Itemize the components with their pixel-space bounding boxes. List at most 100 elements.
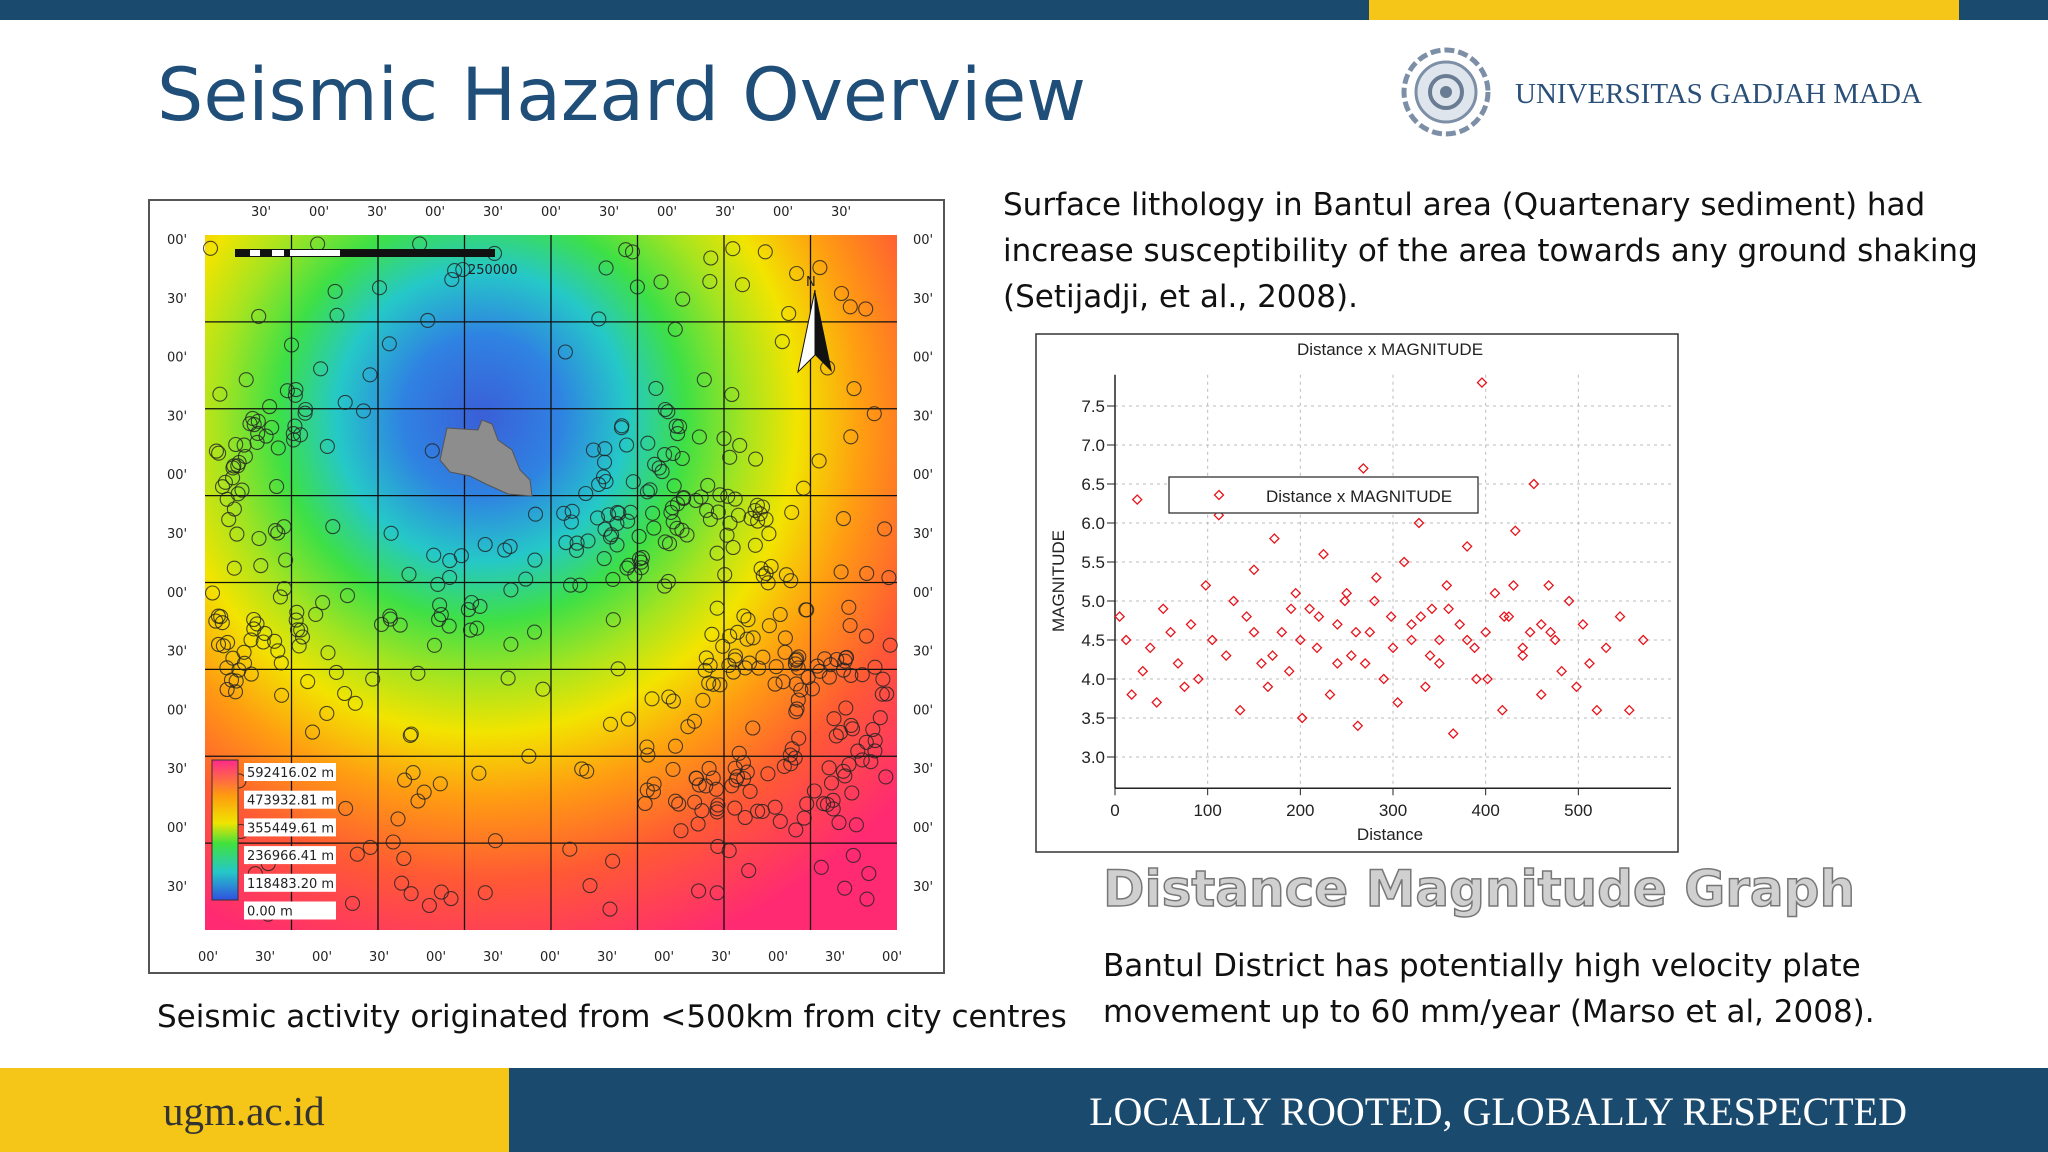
y-tick-label: 7.0 [1081, 436, 1105, 455]
epicenter [601, 507, 617, 523]
epicenter [736, 771, 752, 787]
map-right-label: 00' [913, 703, 933, 718]
epicenter [878, 769, 894, 785]
epicenter [730, 507, 747, 523]
epicenter [611, 505, 627, 521]
epicenter [698, 778, 714, 794]
epicenter [234, 482, 250, 498]
epicenter [796, 810, 812, 826]
map-bottom-label: 30' [825, 950, 845, 965]
point [1503, 611, 1515, 623]
map-legend-label: 118483.20 m [247, 877, 334, 892]
epicenter [838, 700, 854, 716]
epicenter [800, 669, 816, 685]
epicenter [651, 460, 667, 476]
epicenter [262, 399, 278, 415]
point [1131, 494, 1143, 506]
epicenter [273, 655, 289, 671]
epicenter [696, 372, 712, 388]
point [1267, 650, 1278, 662]
epicenter [742, 783, 758, 799]
epicenter [373, 616, 390, 632]
point [1563, 595, 1575, 607]
point [1114, 611, 1126, 623]
epicenter [761, 618, 777, 634]
epicenter [783, 756, 799, 772]
epicenter [702, 273, 718, 290]
map-right-label: 30' [913, 409, 933, 424]
epicenter [246, 611, 262, 628]
epicenter [304, 724, 321, 740]
epicenter [666, 478, 682, 494]
footer-left [0, 1068, 509, 1152]
point [1406, 618, 1417, 630]
logo-text: UNIVERSITAS GADJAH MADA [1515, 78, 1922, 110]
epicenter [403, 726, 419, 742]
slide-title: Seismic Hazard Overview [157, 53, 1086, 138]
point [1285, 603, 1297, 615]
epicenter [289, 604, 305, 620]
point [1352, 720, 1364, 732]
epicenter [325, 519, 341, 535]
epicenter [854, 752, 870, 768]
epicenter [882, 637, 898, 653]
point [1359, 657, 1371, 669]
epicenter [667, 321, 683, 337]
chart: Distance x MAGNITUDE 3.0 3.5 4.0 4.5 5.0 5.5 6.… [1049, 340, 1671, 844]
y-axis-label: MAGNITUDE [1049, 530, 1068, 632]
epicenter [572, 577, 588, 593]
point [1357, 462, 1369, 474]
epicenter [390, 811, 406, 827]
epicenter [700, 477, 716, 493]
scale-label: 250000 [468, 263, 518, 278]
map-right-label: 30' [913, 292, 933, 307]
epicenter [787, 656, 803, 672]
epicenter [843, 429, 859, 445]
epicenter [727, 800, 743, 816]
epicenter [674, 450, 690, 467]
epicenter [664, 500, 680, 516]
point [1571, 681, 1582, 693]
map-legend-label-bg [244, 818, 336, 837]
epicenter [774, 334, 790, 350]
epicenter [719, 527, 735, 543]
epicenter [228, 673, 244, 689]
epicenter [698, 650, 714, 666]
epicenter [365, 671, 381, 687]
y-tick-label: 4.5 [1081, 631, 1105, 650]
point [1234, 704, 1246, 716]
epicenter [697, 662, 713, 678]
map-legend-label-bg [244, 846, 336, 865]
epicenter [842, 617, 858, 634]
epicenter [640, 435, 656, 451]
point [1120, 634, 1132, 646]
y-tick-label: 6.5 [1081, 475, 1105, 494]
epicenter [831, 815, 847, 831]
point [1406, 634, 1417, 646]
epicenter [619, 437, 635, 453]
map-top-label: 00' [773, 205, 793, 220]
epicenter [269, 478, 285, 495]
epicenter [264, 419, 280, 436]
map-bottom-label: 30' [597, 950, 617, 965]
point [1220, 650, 1232, 662]
epicenter [775, 674, 791, 690]
epicenter [784, 504, 800, 520]
epicenter [704, 626, 720, 642]
epicenter [710, 797, 726, 813]
epicenter [841, 756, 857, 773]
epicenter [472, 598, 488, 614]
epicenter [644, 691, 660, 707]
epicenter [858, 734, 874, 750]
epicenter [211, 445, 227, 461]
epicenter [734, 277, 751, 293]
map-left-label: 00' [167, 351, 187, 366]
point [1584, 657, 1595, 669]
epicenter [381, 336, 397, 352]
epicenter [397, 772, 413, 788]
point [1517, 642, 1529, 654]
epicenter [618, 242, 634, 258]
epicenter [276, 519, 292, 535]
point [1600, 642, 1612, 654]
map-legend-bar [211, 759, 239, 901]
